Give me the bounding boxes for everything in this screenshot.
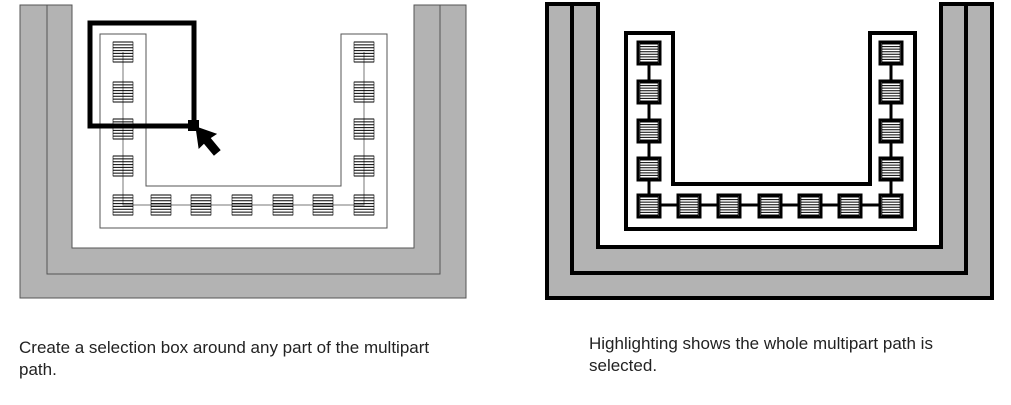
hatched-contact-icon — [190, 194, 212, 216]
hatched-contact-icon — [757, 193, 783, 219]
multipart-path-centerline-highlighted — [647, 48, 893, 207]
multipart-path-outline-highlighted[interactable] — [624, 31, 917, 231]
hatched-contact-icon — [231, 194, 253, 216]
contact-group-highlighted — [636, 40, 904, 219]
hatched-contact-icon — [878, 118, 904, 144]
selection-box[interactable] — [87, 20, 197, 129]
caption-left: Create a selection box around any part o… — [19, 338, 430, 379]
hatched-contact-icon — [112, 194, 134, 216]
hatched-contact-icon — [636, 79, 662, 105]
arrow-pointer-icon — [195, 126, 221, 156]
hatched-contact-icon — [797, 193, 823, 219]
hatched-contact-icon — [272, 194, 294, 216]
selection-handle[interactable] — [188, 120, 199, 131]
hatched-contact-icon — [636, 193, 662, 219]
hatched-contact-icon — [312, 194, 334, 216]
hatched-contact-icon — [636, 40, 662, 66]
outer-u-band-highlighted — [545, 2, 994, 300]
outer-u-band — [19, 4, 467, 299]
unselected-layout-diagram — [19, 4, 467, 299]
hatched-contact-icon — [353, 194, 375, 216]
hatched-contact-icon — [112, 155, 134, 177]
hatched-contact-icon — [353, 41, 375, 63]
selected-layout-diagram — [545, 2, 994, 300]
hatched-contact-icon — [878, 79, 904, 105]
hatched-contact-icon — [716, 193, 742, 219]
hatched-contact-icon — [676, 193, 702, 219]
hatched-contact-icon — [353, 118, 375, 140]
hatched-contact-icon — [353, 81, 375, 103]
hatched-contact-icon — [636, 156, 662, 182]
hatched-contact-icon — [636, 118, 662, 144]
band-inner-edge — [46, 5, 441, 275]
hatched-contact-icon — [878, 193, 904, 219]
hatched-contact-icon — [878, 156, 904, 182]
hatched-contact-icon — [112, 41, 134, 63]
hatched-contact-icon — [837, 193, 863, 219]
hatched-contact-icon — [150, 194, 172, 216]
multipart-path-outline — [99, 33, 388, 229]
before-selection-panel — [0, 0, 480, 300]
hatched-contact-icon — [353, 155, 375, 177]
caption-right: Highlighting shows the whole multipart p… — [589, 334, 933, 375]
after-selection-panel — [530, 0, 1011, 302]
band-inner-edge-highlighted — [570, 4, 968, 275]
hatched-contact-icon — [878, 40, 904, 66]
hatched-contact-icon — [112, 81, 134, 103]
